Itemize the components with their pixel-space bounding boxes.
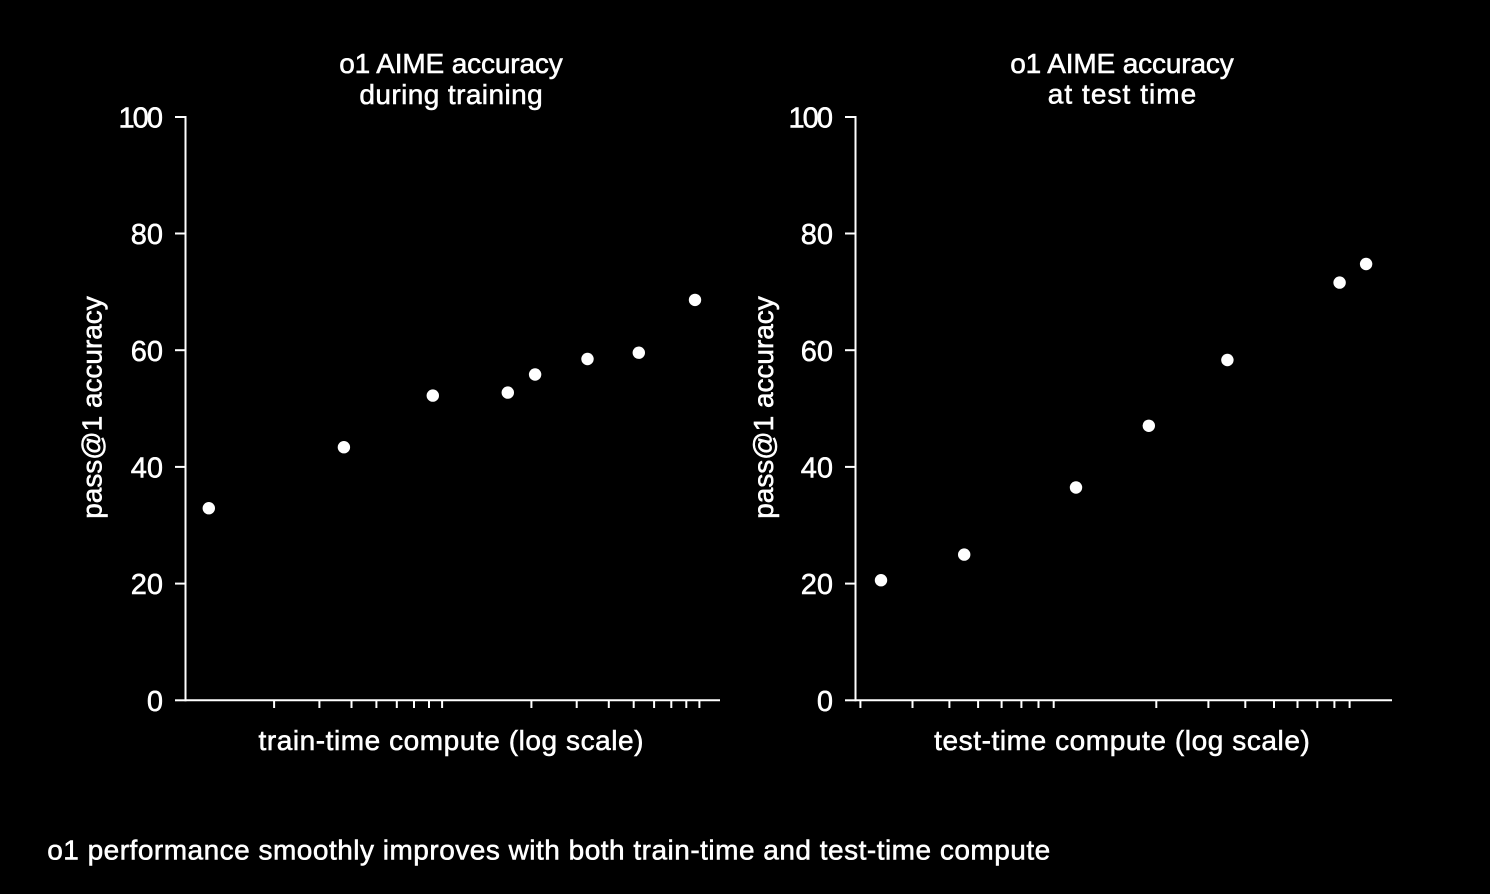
svg-text:100: 100 (119, 103, 164, 135)
svg-text:60: 60 (131, 336, 163, 368)
svg-text:0: 0 (817, 686, 833, 718)
svg-text:20: 20 (801, 569, 833, 601)
svg-text:o1 AIME accuracy: o1 AIME accuracy (339, 48, 563, 79)
svg-text:20: 20 (131, 569, 163, 601)
svg-text:60: 60 (801, 336, 833, 368)
svg-text:0: 0 (147, 686, 163, 718)
svg-text:100: 100 (789, 103, 834, 135)
svg-text:o1 performance smoothly improv: o1 performance smoothly improves with bo… (47, 835, 1050, 866)
svg-text:40: 40 (801, 453, 833, 485)
svg-text:80: 80 (801, 219, 833, 251)
svg-text:train-time compute (log scale): train-time compute (log scale) (259, 725, 644, 756)
svg-text:pass@1 accuracy: pass@1 accuracy (77, 296, 108, 519)
svg-text:pass@1 accuracy: pass@1 accuracy (748, 296, 779, 519)
svg-text:at test time: at test time (1048, 79, 1197, 110)
svg-text:80: 80 (131, 219, 163, 251)
svg-text:40: 40 (131, 453, 163, 485)
svg-text:during training: during training (359, 79, 542, 110)
svg-text:test-time compute (log scale): test-time compute (log scale) (934, 725, 1310, 756)
svg-text:o1 AIME accuracy: o1 AIME accuracy (1010, 48, 1234, 79)
